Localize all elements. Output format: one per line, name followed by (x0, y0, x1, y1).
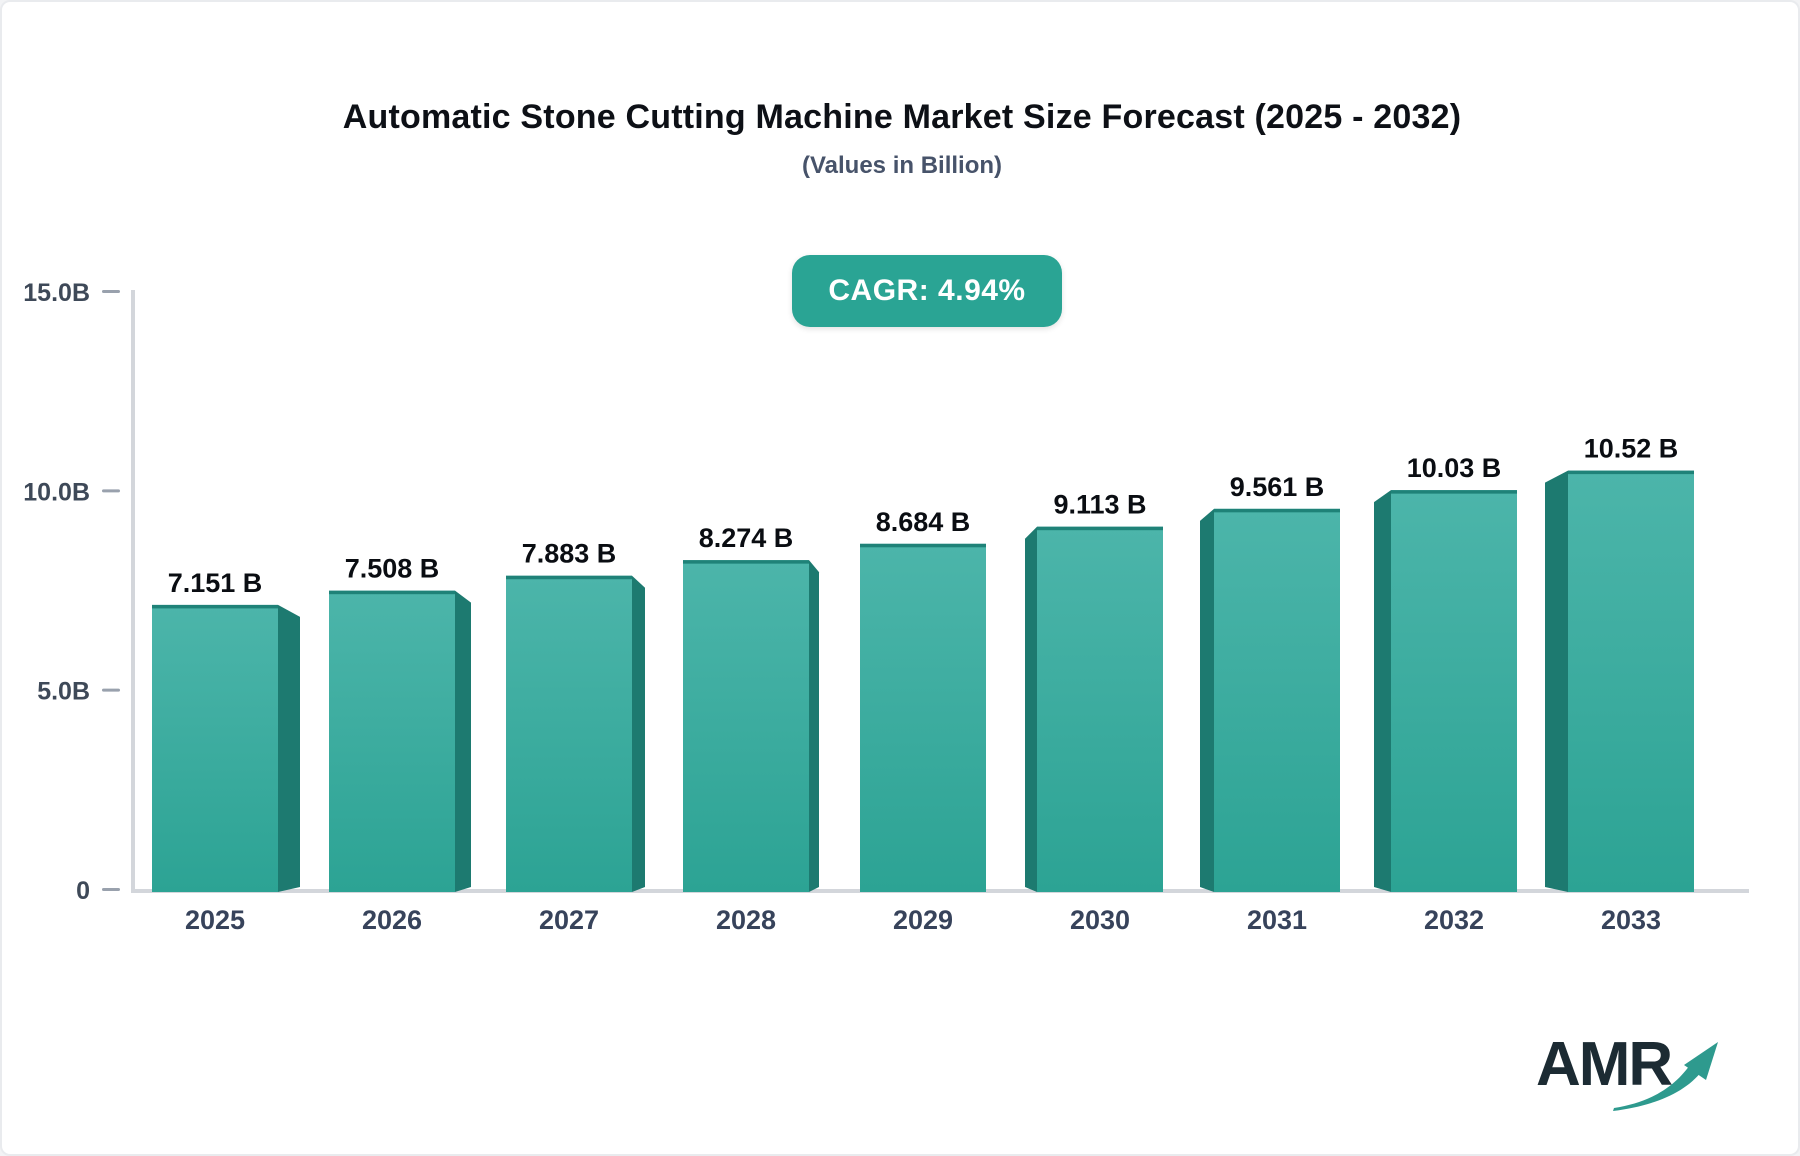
bar-value-label: 7.883 B (522, 539, 617, 569)
bar (860, 543, 986, 892)
amr-logo-arrow-icon (1613, 1042, 1718, 1111)
y-tick-label: 10.0B (23, 478, 90, 506)
y-tick-dash (102, 688, 120, 692)
bar (152, 604, 278, 892)
x-axis-label: 2029 (893, 905, 953, 935)
bar-side-face (1545, 470, 1568, 892)
x-axis-label: 2031 (1247, 905, 1307, 935)
x-axis-label: 2033 (1601, 905, 1661, 935)
bar-side-face (1374, 490, 1391, 892)
x-axis-label: 2026 (362, 905, 422, 935)
bar-top-edge (152, 604, 278, 609)
y-axis-line (131, 290, 135, 892)
bar-value-label: 7.151 B (168, 568, 263, 598)
x-axis-label: 2028 (716, 905, 776, 935)
bar-value-label: 8.684 B (876, 507, 971, 537)
y-tick-label: 15.0B (23, 279, 90, 307)
chart-subtitle: (Values in Billion) (801, 152, 1003, 179)
y-tick-dash (102, 489, 120, 493)
bar (1391, 490, 1517, 892)
bar (683, 560, 809, 892)
amr-logo-text: AMR (1536, 1030, 1673, 1099)
x-axis-label: 2027 (539, 905, 599, 935)
bar-value-label: 9.561 B (1230, 472, 1325, 502)
bar-top-edge (329, 590, 455, 595)
bar-top-edge (1568, 470, 1694, 475)
bar-top-edge (860, 543, 986, 548)
bar-side-face (455, 590, 471, 892)
bar-top-edge (683, 560, 809, 564)
bar-value-label: 8.274 B (699, 523, 794, 553)
amr-logo: AMR (1536, 1032, 1736, 1122)
cagr-badge: CAGR: 4.94% (792, 255, 1062, 327)
bar-top-edge (1391, 490, 1517, 494)
bar-top-edge (1214, 508, 1340, 513)
bar-value-label: 10.03 B (1407, 453, 1502, 483)
bar-value-label: 7.508 B (345, 554, 440, 584)
bar (1037, 526, 1163, 892)
chart-title: Automatic Stone Cutting Machine Market S… (342, 98, 1462, 136)
bar (1214, 508, 1340, 892)
bar-side-face (632, 575, 645, 892)
x-axis-label: 2025 (185, 905, 245, 935)
y-tick-label: 0 (76, 877, 90, 905)
x-axis-label: 2030 (1070, 905, 1130, 935)
bar (329, 590, 455, 892)
y-tick-label: 5.0B (37, 678, 90, 706)
bar-value-label: 9.113 B (1053, 490, 1146, 520)
y-tick-dash (102, 888, 120, 891)
bar-top-edge (506, 575, 632, 580)
bar-side-face (1200, 508, 1214, 892)
bar-side-face (809, 560, 819, 892)
cagr-badge-label: CAGR: 4.94% (828, 274, 1026, 307)
x-axis-label: 2032 (1424, 905, 1484, 935)
bar (1568, 470, 1694, 892)
bar-top-edge (1037, 526, 1163, 531)
bar (506, 575, 632, 892)
bar-side-face (1025, 526, 1037, 892)
bar-side-face (278, 604, 300, 892)
y-tick-dash (102, 290, 120, 293)
bar-value-label: 10.52 B (1584, 434, 1679, 464)
